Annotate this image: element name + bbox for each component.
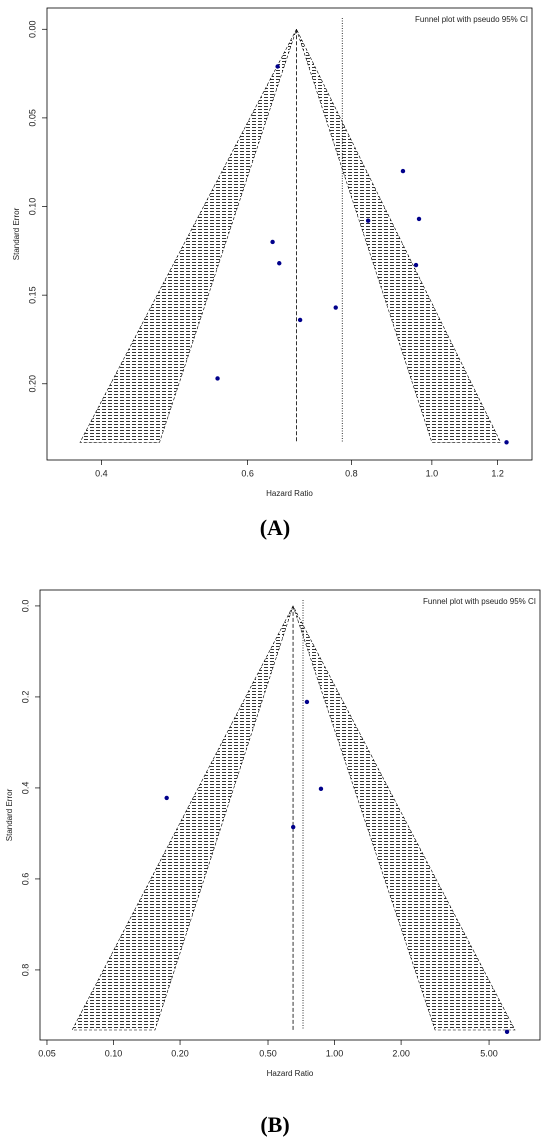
x-tick-label: 0.05 <box>38 1048 56 1058</box>
panel-label: (A) <box>260 515 291 540</box>
x-tick-label: 0.4 <box>95 468 108 478</box>
study-point <box>304 699 310 705</box>
study-point <box>413 262 419 268</box>
x-tick-label: 2.00 <box>392 1048 410 1058</box>
study-point <box>275 64 280 69</box>
study-point <box>504 440 509 445</box>
x-tick-label: 5.00 <box>480 1048 498 1058</box>
y-tick-label: 0.2 <box>20 691 30 704</box>
study-point <box>400 168 406 174</box>
study-point <box>365 218 371 223</box>
x-tick-label: 1.2 <box>491 468 504 478</box>
y-tick-label: 0.0 <box>20 600 30 613</box>
y-tick-label: 0.6 <box>20 873 30 886</box>
study-point <box>318 786 324 792</box>
study-point <box>277 261 282 266</box>
study-point <box>291 824 296 830</box>
plot-frame <box>46 7 533 461</box>
x-tick-label: 0.50 <box>259 1048 277 1058</box>
x-tick-label: 0.6 <box>241 468 254 478</box>
study-point <box>297 317 303 323</box>
study-point <box>416 216 422 222</box>
study-point <box>504 1029 510 1035</box>
study-point <box>270 239 275 245</box>
study-point <box>164 795 169 801</box>
x-tick-label: 0.20 <box>171 1048 189 1058</box>
funnel-right <box>296 29 502 443</box>
y-tick-label: 0.15 <box>27 286 37 304</box>
panel-label: (B) <box>260 1112 289 1137</box>
funnel-left <box>79 29 297 443</box>
y-tick-label: 0.00 <box>27 21 37 39</box>
x-tick-label: 0.8 <box>345 468 358 478</box>
y-tick-label: 0.05 <box>27 109 37 127</box>
x-tick-label: 1.0 <box>426 468 439 478</box>
y-tick-label: 0.20 <box>27 375 37 393</box>
x-tick-label: 0.10 <box>105 1048 123 1058</box>
study-point <box>215 376 220 381</box>
x-tick-label: 1.00 <box>326 1048 344 1058</box>
y-tick-label: 0.10 <box>27 198 37 216</box>
y-tick-label: 0.4 <box>20 782 30 795</box>
funnel-left <box>71 605 294 1031</box>
annotation: Funnel plot with pseudo 95% CI <box>415 15 528 24</box>
plot-frame <box>39 589 541 1041</box>
x-axis-title: Hazard Ratio <box>267 1069 314 1078</box>
annotation: Funnel plot with pseudo 95% CI <box>423 597 536 606</box>
y-tick-label: 0.8 <box>20 964 30 977</box>
study-point <box>333 305 338 310</box>
y-axis-title: Standard Error <box>5 788 14 841</box>
y-axis-title: Standard Error <box>12 207 21 260</box>
x-axis-title: Hazard Ratio <box>266 489 313 498</box>
funnel-right <box>292 605 516 1031</box>
